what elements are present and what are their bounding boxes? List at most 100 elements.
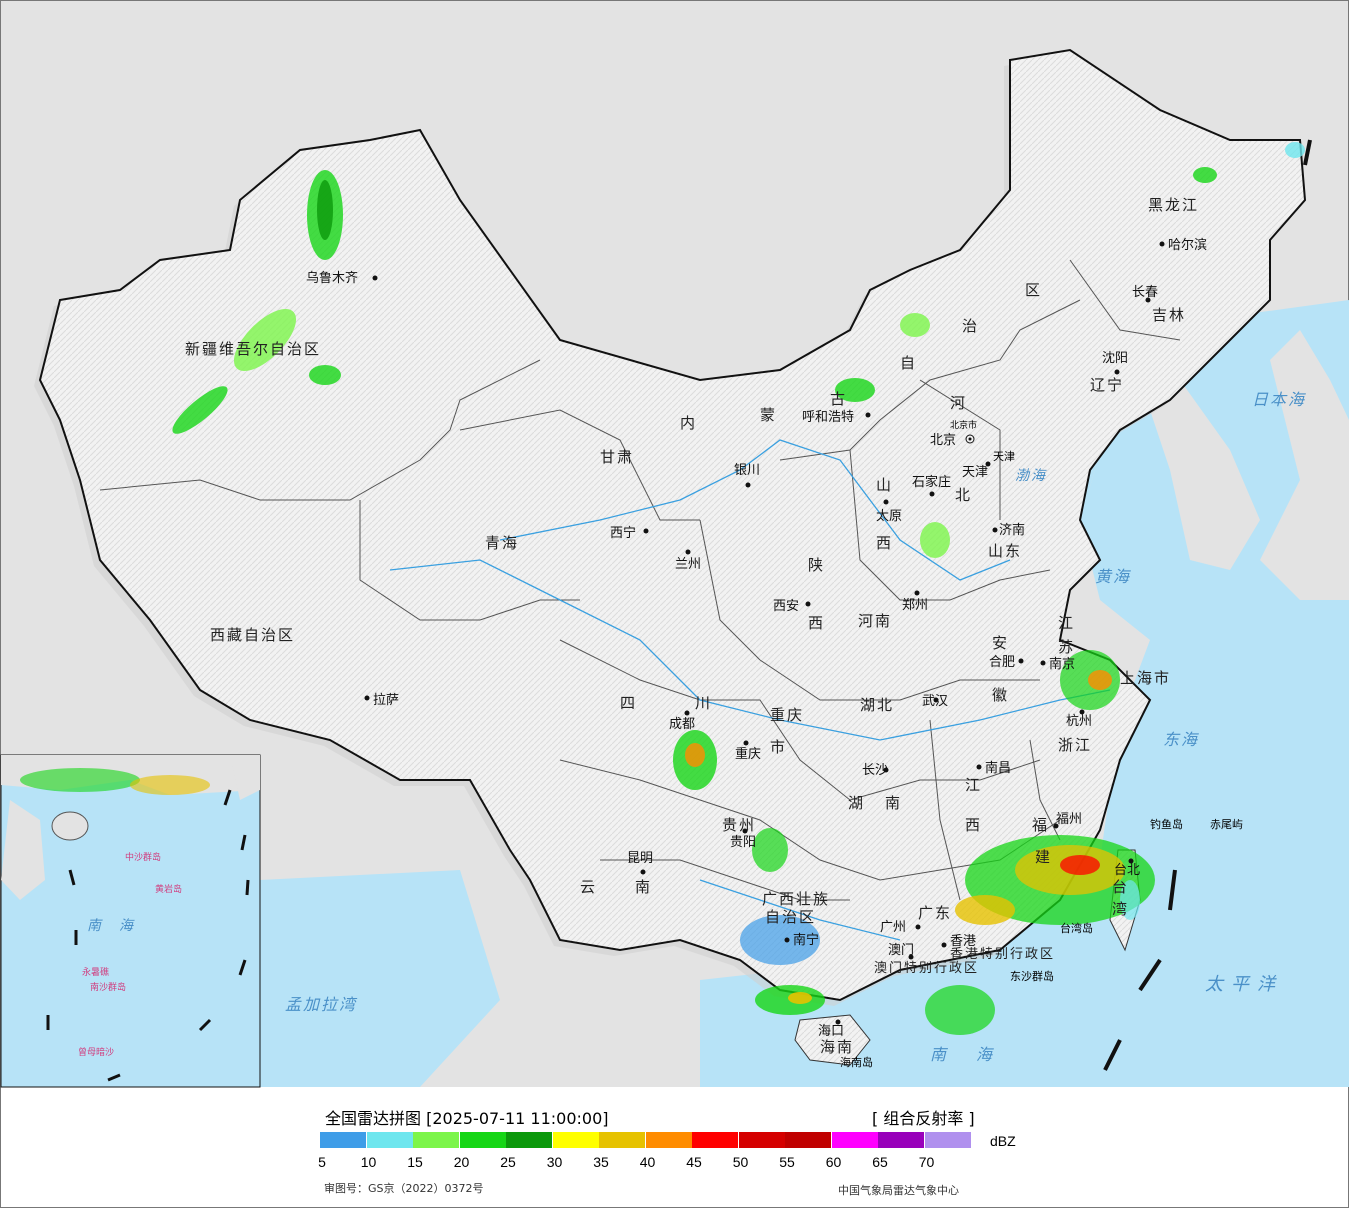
svg-text:东沙群岛: 东沙群岛 — [1010, 969, 1054, 983]
svg-text:西藏自治区: 西藏自治区 — [210, 626, 295, 644]
hainan-land — [794, 1014, 871, 1066]
svg-text:台: 台 — [1112, 878, 1129, 896]
svg-text:杭州: 杭州 — [1066, 714, 1092, 729]
svg-text:福州: 福州 — [1056, 812, 1082, 827]
svg-text:成都: 成都 — [669, 717, 695, 732]
svg-text:河: 河 — [950, 394, 967, 412]
svg-text:乌鲁木齐: 乌鲁木齐 — [306, 270, 358, 286]
svg-text:安: 安 — [992, 634, 1009, 652]
svg-text:兰州: 兰州 — [675, 557, 701, 572]
color-scale-swatch — [599, 1132, 645, 1148]
svg-text:青海: 青海 — [485, 534, 519, 552]
color-scale-swatch — [320, 1132, 366, 1148]
color-scale-swatch — [692, 1132, 738, 1148]
svg-text:渤海: 渤海 — [1015, 468, 1047, 484]
svg-text:山东: 山东 — [988, 542, 1022, 560]
svg-text:重庆: 重庆 — [735, 746, 761, 762]
svg-text:广东: 广东 — [918, 904, 952, 922]
color-scale-swatch — [366, 1132, 413, 1148]
color-scale-swatch — [506, 1132, 552, 1148]
svg-text:海南: 海南 — [820, 1038, 854, 1056]
svg-text:市: 市 — [770, 738, 787, 756]
approval-number: 审图号：GS京（2022）0372号 — [324, 1182, 484, 1195]
color-scale-tick: 25 — [500, 1154, 516, 1170]
color-scale-swatch — [738, 1132, 785, 1148]
svg-text:蒙: 蒙 — [760, 406, 777, 424]
rivers — [389, 439, 1111, 941]
svg-text:台北: 台北 — [1114, 863, 1140, 878]
svg-text:黑龙江: 黑龙江 — [1148, 196, 1199, 214]
svg-text:西: 西 — [965, 816, 982, 834]
svg-text:天津: 天津 — [993, 450, 1015, 463]
svg-text:南京: 南京 — [1049, 656, 1075, 672]
color-scale-tick: 65 — [872, 1154, 888, 1170]
svg-text:西: 西 — [808, 614, 825, 632]
svg-text:武汉: 武汉 — [922, 694, 948, 709]
svg-text:南海: 南海 — [87, 918, 151, 934]
svg-text:古: 古 — [830, 390, 847, 408]
svg-text:江: 江 — [1058, 614, 1075, 632]
svg-text:长沙: 长沙 — [862, 763, 888, 778]
svg-text:合肥: 合肥 — [989, 655, 1015, 670]
svg-text:河南: 河南 — [858, 612, 892, 630]
svg-text:哈尔滨: 哈尔滨 — [1168, 237, 1207, 253]
svg-text:西安: 西安 — [773, 599, 799, 614]
svg-text:西宁: 西宁 — [610, 525, 636, 541]
china-land — [38, 48, 1307, 1002]
svg-text:福: 福 — [1032, 816, 1049, 834]
svg-text:昆明: 昆明 — [627, 851, 653, 866]
svg-text:钓鱼岛: 钓鱼岛 — [1150, 817, 1183, 831]
svg-text:北京市: 北京市 — [950, 419, 977, 431]
svg-text:自: 自 — [900, 354, 917, 372]
svg-text:南: 南 — [635, 878, 652, 896]
svg-text:湖: 湖 — [848, 794, 865, 812]
color-scale-tick: 35 — [593, 1154, 609, 1170]
svg-text:甘肃: 甘肃 — [600, 448, 634, 466]
south-china-sea-inset — [0, 754, 261, 1088]
svg-text:永暑礁: 永暑礁 — [82, 966, 109, 978]
japan-land — [1260, 330, 1349, 600]
svg-text:东海: 东海 — [1163, 730, 1199, 749]
svg-text:湾: 湾 — [1112, 900, 1129, 918]
svg-text:自治区: 自治区 — [765, 908, 816, 926]
color-scale-tick: 15 — [407, 1154, 423, 1170]
color-scale-tick: 5 — [318, 1154, 326, 1170]
svg-text:赤尾屿: 赤尾屿 — [1210, 818, 1243, 831]
color-scale-tick: 60 — [825, 1154, 842, 1170]
color-scale-swatch — [645, 1132, 692, 1148]
color-scale-tick: 45 — [686, 1154, 702, 1170]
color-scale-swatch — [831, 1132, 878, 1148]
svg-text:西: 西 — [876, 534, 893, 552]
svg-text:湖北: 湖北 — [860, 696, 894, 714]
radar-echoes — [172, 142, 1305, 1035]
color-scale-swatch — [413, 1132, 459, 1148]
svg-text:拉萨: 拉萨 — [373, 693, 399, 708]
svg-text:呼和浩特: 呼和浩特 — [802, 410, 854, 425]
svg-text:海南岛: 海南岛 — [840, 1055, 873, 1069]
svg-text:区: 区 — [1025, 281, 1042, 299]
color-scale-swatch — [785, 1132, 831, 1148]
svg-text:曾母暗沙: 曾母暗沙 — [78, 1046, 114, 1058]
color-scale-tick: 30 — [546, 1154, 563, 1170]
svg-text:江: 江 — [965, 776, 982, 794]
svg-text:日本海: 日本海 — [1252, 390, 1306, 409]
sea-bay-of-bengal — [260, 870, 500, 1087]
svg-text:郑州: 郑州 — [902, 598, 928, 613]
agency-name: 中国气象局雷达气象中心 — [838, 1184, 959, 1197]
svg-text:济南: 济南 — [999, 522, 1025, 538]
island-labels: 钓鱼岛 赤尾屿 台湾岛 东沙群岛 海南岛 中沙群岛 黄岩岛 永暑礁 南沙群岛 曾… — [78, 817, 1243, 1069]
svg-text:四: 四 — [620, 694, 637, 712]
province-labels: 新疆维吾尔自治区 西藏自治区 青海 甘肃 内 蒙 古 自 治 区 黑龙江 吉林 … — [185, 196, 1199, 1056]
svg-text:广西壮族: 广西壮族 — [762, 890, 830, 908]
svg-text:贵阳: 贵阳 — [730, 835, 756, 850]
color-scale-swatch — [552, 1132, 599, 1148]
legend-product: [ 组合反射率 ] — [872, 1109, 975, 1128]
color-scale-swatch — [459, 1132, 506, 1148]
svg-text:中沙群岛: 中沙群岛 — [125, 851, 161, 863]
svg-text:太原: 太原 — [876, 509, 902, 524]
svg-text:太平洋: 太平洋 — [1205, 974, 1283, 995]
legend-title: 全国雷达拼图 [2025-07-11 11:00:00] — [325, 1109, 609, 1128]
svg-text:陕: 陕 — [808, 556, 825, 574]
radar-map: 新疆维吾尔自治区 西藏自治区 青海 甘肃 内 蒙 古 自 治 区 黑龙江 吉林 … — [0, 1, 1349, 1088]
svg-text:长春: 长春 — [1132, 285, 1158, 300]
